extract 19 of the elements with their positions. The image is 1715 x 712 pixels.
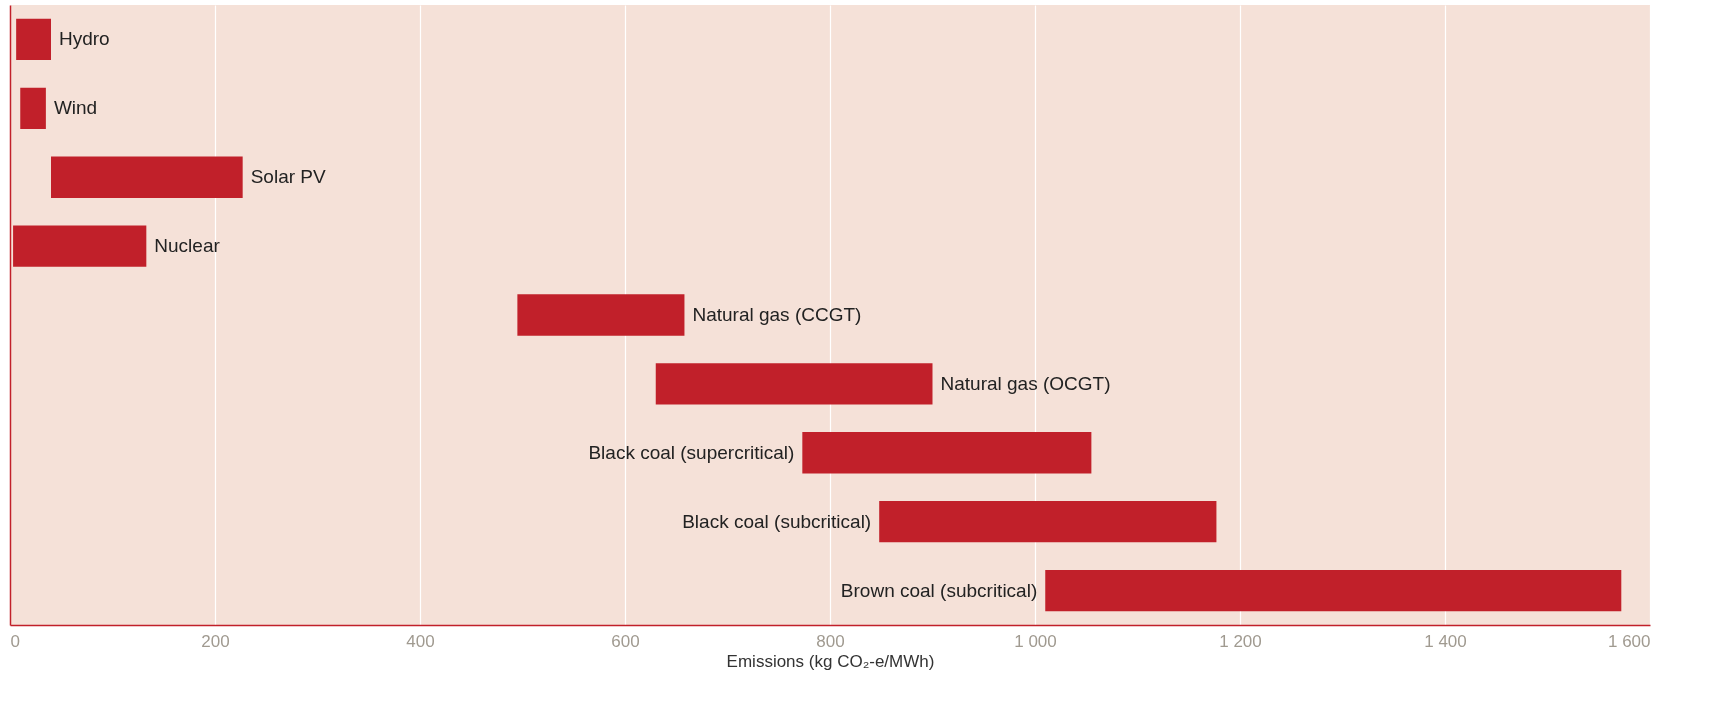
x-tick-label: 200 [201, 631, 230, 651]
x-tick-label: 1 400 [1424, 631, 1467, 651]
y-tick-label: Natural gas (OCGT) [940, 372, 1111, 394]
x-axis-title: Emissions (kg CO₂-e/MWh) [726, 651, 935, 671]
y-tick-label: Wind [53, 97, 98, 119]
y-tick-label: Black coal (subcritical) [682, 510, 872, 532]
y-tick-label: Hydro [59, 28, 110, 50]
x-tick-label: 600 [611, 631, 640, 651]
y-tick-label: Nuclear [154, 235, 221, 257]
x-tick-label: 1 600 [1607, 631, 1651, 651]
y-tick-label: Solar PV [250, 166, 326, 188]
y-tick-label: Brown coal (subcritical) [840, 579, 1038, 601]
x-tick-label: 1 200 [1219, 631, 1262, 651]
y-tick-label: Black coal (supercritical) [588, 441, 795, 463]
x-tick-label: 400 [406, 631, 435, 651]
x-tick-label: 1 000 [1014, 631, 1057, 651]
x-tick-label: 0 [10, 631, 20, 651]
y-tick-label: Natural gas (CCGT) [692, 304, 862, 325]
x-tick-label: 800 [816, 631, 845, 651]
